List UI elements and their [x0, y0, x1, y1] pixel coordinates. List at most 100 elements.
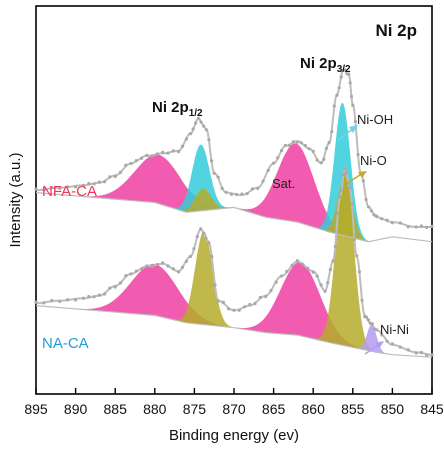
raw-point-nfa-ca — [191, 127, 195, 131]
raw-point-nfa-ca — [343, 68, 347, 72]
raw-point-na-ca — [331, 259, 335, 263]
raw-point-na-ca — [315, 274, 319, 278]
raw-point-na-ca — [370, 322, 374, 326]
raw-point-na-ca — [171, 267, 175, 271]
raw-point-na-ca — [145, 264, 149, 268]
raw-point-na-ca — [207, 241, 211, 245]
raw-point-na-ca — [129, 272, 133, 276]
raw-point-na-ca — [103, 292, 107, 296]
raw-point-nfa-ca — [81, 183, 86, 187]
raw-point-nfa-ca — [406, 225, 410, 229]
x-tick-label: 885 — [104, 401, 128, 417]
raw-point-nfa-ca — [295, 140, 299, 144]
x-tick-label: 875 — [183, 401, 207, 417]
raw-point-na-ca — [42, 301, 46, 305]
raw-point-nfa-ca — [324, 146, 328, 150]
raw-point-nfa-ca — [307, 147, 311, 151]
y-axis-title: Intensity (a.u.) — [7, 152, 24, 247]
raw-point-nfa-ca — [335, 93, 339, 97]
peaks-layer — [59, 102, 391, 355]
x-tick-label: 855 — [341, 401, 365, 417]
x-tick-label: 865 — [262, 401, 286, 417]
raw-point-na-ca — [87, 295, 91, 299]
raw-point-na-ca — [204, 236, 208, 240]
raw-point-nfa-ca — [319, 161, 323, 165]
raw-point-na-ca — [221, 300, 225, 304]
x-tick-label: 870 — [222, 401, 246, 417]
raw-point-nfa-ca — [361, 179, 365, 183]
raw-point-nfa-ca — [50, 186, 54, 190]
raw-point-na-ca — [348, 186, 352, 190]
raw-point-nfa-ca — [118, 170, 123, 174]
raw-point-na-ca — [343, 167, 347, 171]
raw-point-nfa-ca — [430, 224, 434, 228]
raw-point-na-ca — [134, 269, 138, 273]
raw-point-nfa-ca — [188, 132, 192, 136]
raw-point-nfa-ca — [204, 128, 208, 132]
raw-point-nfa-ca — [261, 179, 265, 183]
raw-point-nfa-ca — [266, 168, 270, 172]
raw-point-nfa-ca — [250, 187, 255, 191]
raw-point-nfa-ca — [194, 121, 198, 125]
baseline-na-ca — [35, 305, 433, 358]
raw-point-na-ca — [380, 333, 384, 337]
raw-point-nfa-ca — [216, 175, 220, 179]
raw-point-nfa-ca — [113, 174, 117, 179]
raw-point-na-ca — [419, 350, 423, 355]
annotation-ni-oh: Ni-OH — [357, 112, 393, 127]
raw-point-na-ca — [50, 299, 54, 303]
raw-point-nfa-ca — [303, 143, 307, 148]
raw-point-na-ca — [232, 308, 236, 312]
raw-point-na-ca — [243, 305, 247, 309]
raw-point-nfa-ca — [367, 205, 371, 209]
raw-point-na-ca — [124, 274, 128, 278]
raw-point-na-ca — [357, 270, 361, 274]
raw-point-nfa-ca — [161, 150, 165, 154]
raw-point-na-ca — [290, 263, 294, 267]
raw-point-nfa-ca — [171, 149, 175, 153]
raw-point-na-ca — [311, 270, 315, 274]
raw-point-na-ca — [118, 281, 123, 285]
raw-point-nfa-ca — [202, 124, 206, 128]
envelope-layer — [35, 192, 433, 358]
raw-point-na-ca — [364, 315, 369, 319]
raw-point-nfa-ca — [353, 119, 357, 123]
peak-nfa-ca-3 — [222, 143, 369, 242]
raw-point-na-ca — [430, 353, 434, 357]
raw-point-nfa-ca — [42, 188, 46, 192]
raw-point-nfa-ca — [58, 186, 62, 190]
raw-point-na-ca — [150, 265, 154, 269]
raw-point-nfa-ca — [332, 104, 336, 108]
raw-point-na-ca — [199, 227, 203, 231]
chart-title: Ni 2p — [375, 21, 417, 40]
raw-point-nfa-ca — [74, 185, 78, 189]
raw-point-na-ca — [92, 295, 96, 299]
raw-point-nfa-ca — [207, 138, 211, 142]
raw-point-na-ca — [338, 194, 342, 199]
raw-point-nfa-ca — [330, 130, 334, 134]
raw-point-nfa-ca — [210, 159, 214, 163]
raw-point-na-ca — [155, 262, 159, 267]
raw-point-na-ca — [352, 238, 356, 242]
raw-point-nfa-ca — [283, 143, 288, 147]
raw-point-nfa-ca — [66, 185, 70, 189]
raw-point-nfa-ca — [425, 225, 429, 229]
raw-point-na-ca — [306, 266, 310, 270]
raw-point-nfa-ca — [287, 143, 291, 147]
raw-point-nfa-ca — [390, 221, 394, 225]
raw-line-nfa-ca — [35, 68, 432, 228]
raw-point-nfa-ca — [220, 186, 224, 190]
raw-point-na-ca — [113, 285, 117, 289]
raw-point-na-ca — [227, 307, 231, 311]
raw-point-na-ca — [319, 283, 323, 287]
raw-point-na-ca — [166, 264, 170, 268]
raw-point-nfa-ca — [337, 86, 341, 90]
peak-na-ca-2 — [221, 262, 380, 353]
raw-point-nfa-ca — [184, 137, 189, 141]
x-tick-label: 895 — [24, 401, 48, 417]
raw-point-na-ca — [58, 299, 62, 303]
raw-point-nfa-ca — [419, 224, 423, 228]
peak-na-ca-1 — [169, 231, 239, 329]
raw-point-na-ca — [340, 188, 344, 193]
